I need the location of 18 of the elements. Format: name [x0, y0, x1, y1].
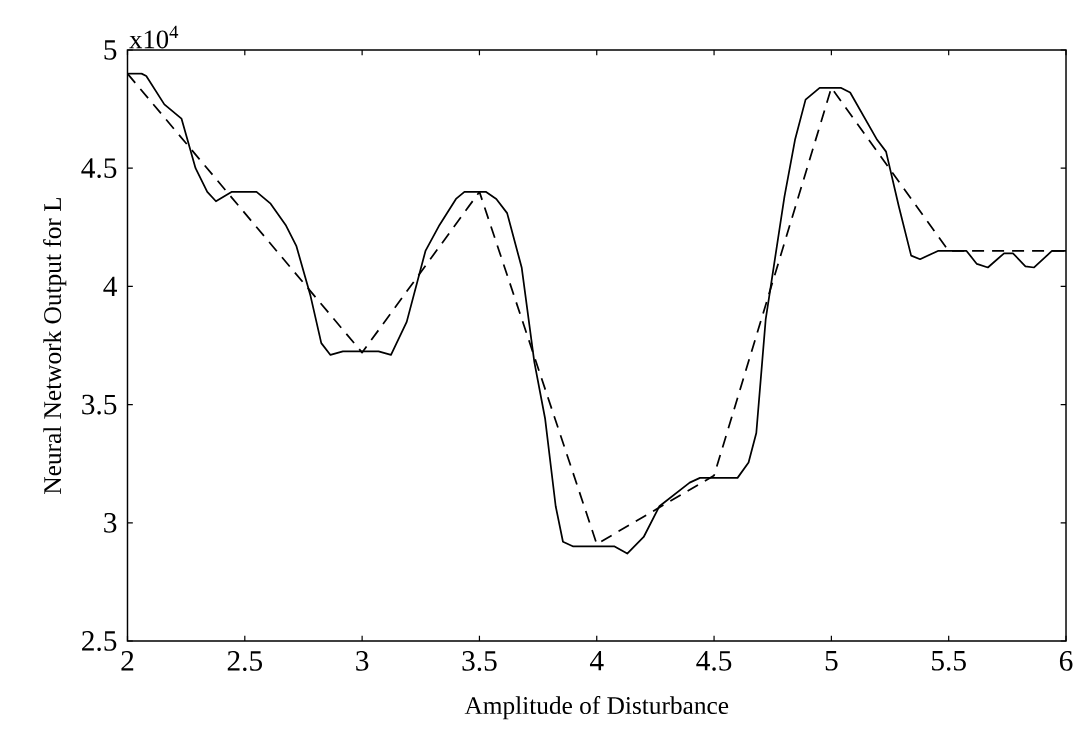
x-tick-label: 5.5 — [932, 651, 966, 671]
y-tick-label: 3 — [104, 512, 117, 533]
x-tick-label: 2 — [121, 651, 134, 671]
x-tick-label: 3 — [356, 651, 369, 671]
y-tick-label: 4.5 — [81, 158, 117, 179]
text: x10$^{4}$ — [129, 25, 179, 49]
x-tick-label: 4 — [589, 651, 604, 671]
x-tick-label: 4.5 — [696, 651, 732, 671]
x-axis-title: Amplitude of Disturbance — [464, 696, 729, 720]
x-tick-label: 6 — [1059, 651, 1073, 671]
y-tick-label: 5 — [104, 40, 117, 60]
y-tick-label: 3.5 — [82, 394, 117, 415]
x-tick-label: 2.5 — [227, 651, 262, 671]
x-tick-label: 5 — [825, 651, 838, 671]
y-tick-label: 2.5 — [82, 631, 117, 651]
y-tick-label: 4 — [103, 276, 117, 297]
x-tick-label: 3.5 — [462, 651, 497, 671]
y-axis-title: Neural Network Output for L — [43, 197, 67, 494]
